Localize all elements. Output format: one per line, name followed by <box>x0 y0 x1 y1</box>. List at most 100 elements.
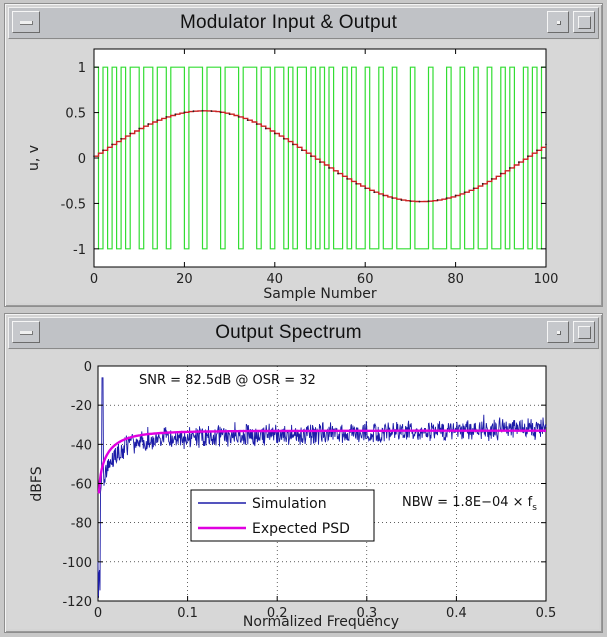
y-tick-label: -120 <box>62 595 92 610</box>
u-sample-point <box>337 172 339 175</box>
series-expected-psd <box>97 429 546 494</box>
nbw-subscript: s <box>532 503 537 513</box>
x-tick-label: 0.2 <box>267 606 288 621</box>
window-menu-button[interactable] <box>12 11 40 33</box>
u-sample-point <box>210 110 213 113</box>
expected-psd-trace <box>97 429 546 494</box>
u-sample-point <box>472 187 475 190</box>
u-sample-point <box>373 191 376 194</box>
plot-area-spectrum: 0 0.1 0.2 0.3 0.4 0.5 0 -20 -40 -60 -80 -100 -120 SN… <box>8 350 599 629</box>
u-sample-point <box>382 194 385 197</box>
y-tick-label: -1 <box>73 243 86 258</box>
u-sample-point <box>391 197 394 200</box>
u-sample-point <box>328 167 330 169</box>
u-sample-point <box>174 113 177 116</box>
u-sample-point <box>481 182 484 185</box>
u-sample-point <box>282 137 285 140</box>
x-tick-label: 0.3 <box>356 606 377 621</box>
u-sample-point <box>527 155 529 158</box>
u-sample-point <box>436 199 439 201</box>
minimize-button[interactable] <box>547 11 569 33</box>
maximize-button[interactable] <box>573 321 595 343</box>
x-tick-label: 100 <box>534 272 559 287</box>
v-output-trace <box>94 66 546 250</box>
legend: Simulation Expected PSD <box>190 489 375 542</box>
u-sample-point <box>129 132 132 135</box>
u-sample-point <box>147 123 150 125</box>
u-sample-point <box>273 132 276 135</box>
u-sample-point <box>400 199 403 201</box>
spectrum-chart: 0 0.1 0.2 0.3 0.4 0.5 0 -20 -40 -60 -80 -100 -120 SN… <box>29 360 557 629</box>
u-sample-point <box>237 115 240 118</box>
y-tick-label: 0 <box>78 152 86 167</box>
u-sample-point <box>301 149 303 152</box>
menu-bar-icon <box>20 21 33 25</box>
minimize-button[interactable] <box>547 321 569 343</box>
series-u-input <box>93 109 547 203</box>
y-axis-label: dBFS <box>29 466 45 501</box>
u-sample-point <box>219 111 222 114</box>
y-tick-label: -20 <box>71 399 92 414</box>
u-sample-point <box>291 143 294 146</box>
x-axis-label: Normalized Frequency <box>243 614 399 629</box>
u-sample-point <box>111 143 113 146</box>
u-sample-point <box>120 137 123 140</box>
u-sample-point <box>201 109 204 112</box>
u-sample-point <box>418 200 421 203</box>
u-sample-point <box>409 200 412 203</box>
x-tick-label: 0 <box>94 606 102 621</box>
menu-bar-icon <box>20 331 33 335</box>
y-tick-label: 1 <box>78 61 86 76</box>
y-axis-label: u, v <box>26 145 42 171</box>
u-sample-point <box>517 161 520 164</box>
window-spectrum: Output Spectrum 0 0.1 0.2 0.3 0.4 0.5 0 -20 -40 -… <box>4 313 603 633</box>
x-tick-label: 0.1 <box>177 606 198 621</box>
maximize-icon <box>578 16 591 29</box>
y-tick-label: -60 <box>71 478 92 493</box>
u-sample-point <box>264 127 267 130</box>
legend-box <box>190 489 375 542</box>
u-sample-point <box>508 167 511 169</box>
u-sample-point <box>156 119 159 122</box>
u-sample-point <box>183 111 186 114</box>
window-menu-button[interactable] <box>12 321 40 343</box>
u-sample-point <box>346 177 349 180</box>
titlebar-spectrum[interactable]: Output Spectrum <box>8 317 599 349</box>
u-sample-point <box>427 200 430 203</box>
u-sample-point <box>93 155 95 158</box>
legend-label-expected-psd: Expected PSD <box>252 521 350 537</box>
u-sample-point <box>536 149 538 152</box>
nbw-annotation: NBW = 1.8E−04 × fs <box>402 495 537 513</box>
x-tick-label: 0.5 <box>536 606 557 621</box>
u-sample-point <box>310 155 312 158</box>
maximize-button[interactable] <box>573 11 595 33</box>
titlebar-modulator[interactable]: Modulator Input & Output <box>8 7 599 39</box>
x-axis-label: Sample Number <box>263 286 376 302</box>
u-sample-point <box>165 115 168 118</box>
legend-label-simulation: Simulation <box>252 496 327 512</box>
y-tick-label: -100 <box>62 556 92 571</box>
minimize-icon <box>557 21 561 25</box>
y-tick-label: 0.5 <box>65 107 86 122</box>
u-sample-point <box>499 172 502 175</box>
x-tick-label: 80 <box>447 272 464 287</box>
nbw-text: NBW = 1.8E−04 × f <box>402 495 533 510</box>
window-title: Output Spectrum <box>215 322 362 343</box>
series-v-output <box>94 66 546 250</box>
x-tick-label: 0.4 <box>446 606 467 621</box>
u-sample-point <box>445 197 448 200</box>
x-tick-label: 0 <box>90 272 98 287</box>
window-modulator: Modulator Input & Output 0 20 40 60 80 100 -1 -… <box>4 3 603 307</box>
u-sample-point <box>545 143 547 146</box>
window-title: Modulator Input & Output <box>179 12 398 33</box>
y-tick-label: -0.5 <box>61 197 86 212</box>
u-sample-point <box>454 194 457 197</box>
u-sample-point <box>192 110 195 113</box>
maximize-icon <box>578 326 591 339</box>
u-sample-point <box>319 161 321 164</box>
u-sample-point <box>102 149 104 152</box>
y-tick-label: -40 <box>71 438 92 453</box>
x-tick-label: 60 <box>357 272 374 287</box>
plot-area-modulator: 0 20 40 60 80 100 -1 -0.5 0 0.5 1 Sample Number u,… <box>8 40 599 303</box>
u-sample-point <box>355 182 358 185</box>
